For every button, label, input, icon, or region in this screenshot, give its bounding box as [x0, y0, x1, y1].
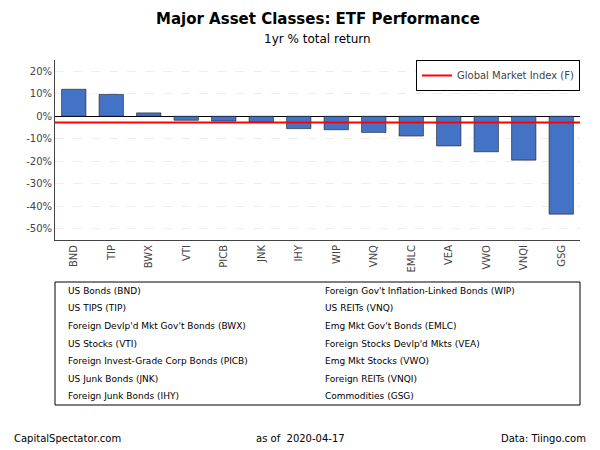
svg-text:Emg Mkt Gov't Bonds (EMLC): Emg Mkt Gov't Bonds (EMLC) [325, 321, 456, 331]
svg-text:VNQI: VNQI [518, 245, 529, 270]
svg-text:US Junk Bonds (JNK): US Junk Bonds (JNK) [68, 374, 158, 384]
svg-text:EMLC: EMLC [406, 245, 417, 273]
svg-text:Foreign Devlp'd Mkt Gov't Bond: Foreign Devlp'd Mkt Gov't Bonds (BWX) [68, 321, 246, 331]
svg-text:Data: Tiingo.com: Data: Tiingo.com [501, 433, 586, 444]
svg-text:PICB: PICB [218, 245, 229, 268]
svg-text:US TIPS (TIP): US TIPS (TIP) [68, 303, 126, 313]
svg-text:US Bonds (BND): US Bonds (BND) [68, 286, 141, 296]
svg-text:JNK: JNK [256, 245, 267, 263]
svg-text:10%: 10% [30, 88, 52, 99]
svg-text:VEA: VEA [443, 245, 454, 265]
svg-text:as of 2020-04-17: as of 2020-04-17 [256, 433, 345, 444]
svg-text:Commodities (GSG): Commodities (GSG) [325, 391, 414, 401]
svg-text:1yr % total return: 1yr % total return [264, 32, 371, 46]
svg-text:Foreign Invest-Grade Corp Bond: Foreign Invest-Grade Corp Bonds (PICB) [68, 356, 248, 366]
svg-text:GSG: GSG [556, 245, 567, 267]
svg-text:Foreign Stocks Devlp'd Mkts (V: Foreign Stocks Devlp'd Mkts (VEA) [325, 339, 480, 349]
svg-text:VTI: VTI [181, 245, 192, 261]
svg-text:TIP: TIP [106, 245, 117, 261]
svg-text:-30%: -30% [26, 178, 52, 189]
svg-text:WIP: WIP [331, 245, 342, 264]
svg-text:Foreign Gov't Inflation-Linked: Foreign Gov't Inflation-Linked Bonds (WI… [325, 286, 515, 296]
svg-text:Global Market Index (F): Global Market Index (F) [457, 70, 574, 81]
svg-text:Foreign REITs (VNQI): Foreign REITs (VNQI) [325, 374, 417, 384]
svg-text:-10%: -10% [26, 133, 52, 144]
svg-text:US REITs (VNQ): US REITs (VNQ) [325, 303, 393, 313]
svg-text:BND: BND [68, 245, 79, 267]
svg-text:BWX: BWX [143, 245, 154, 268]
svg-text:-40%: -40% [26, 201, 52, 212]
svg-text:CapitalSpectator.com: CapitalSpectator.com [14, 433, 121, 444]
svg-text:Major Asset Classes: ETF Perfo: Major Asset Classes: ETF Performance [156, 10, 480, 28]
svg-text:VNQ: VNQ [368, 245, 379, 267]
svg-text:20%: 20% [30, 66, 52, 77]
svg-text:0%: 0% [36, 111, 52, 122]
svg-text:US Stocks (VTI): US Stocks (VTI) [68, 339, 137, 349]
svg-text:-50%: -50% [26, 223, 52, 234]
svg-text:VWO: VWO [481, 245, 492, 270]
svg-text:Emg Mkt Stocks (VWO): Emg Mkt Stocks (VWO) [325, 356, 429, 366]
svg-text:Foreign Junk Bonds (IHY): Foreign Junk Bonds (IHY) [68, 391, 179, 401]
svg-text:IHY: IHY [293, 244, 304, 261]
svg-text:-20%: -20% [26, 156, 52, 167]
